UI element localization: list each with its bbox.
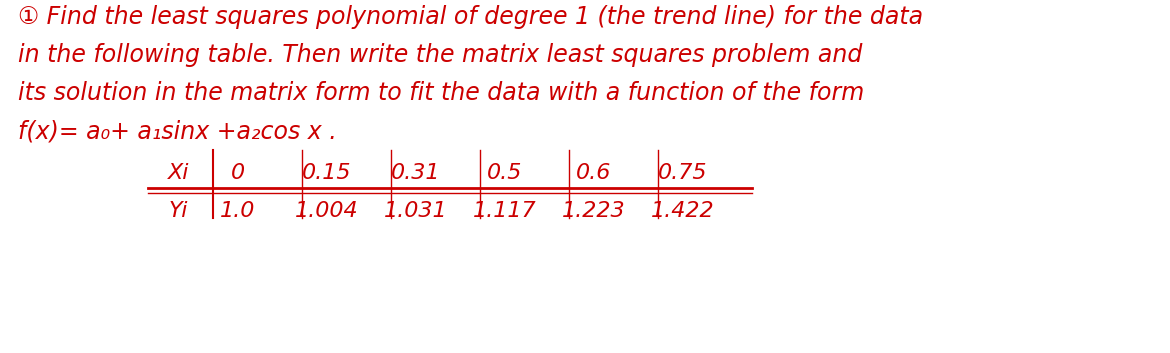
- Text: 0.31: 0.31: [391, 163, 440, 183]
- Text: 0.75: 0.75: [658, 163, 708, 183]
- Text: its solution in the matrix form to fit the data with a function of the form: its solution in the matrix form to fit t…: [18, 81, 865, 105]
- Text: 0: 0: [230, 163, 245, 183]
- Text: in the following table. Then write the matrix least squares problem and: in the following table. Then write the m…: [18, 43, 862, 67]
- Text: f(x)= a₀+ a₁sinx +a₂cos x .: f(x)= a₀+ a₁sinx +a₂cos x .: [18, 119, 337, 143]
- Text: Xi: Xi: [168, 163, 190, 183]
- Text: 1.0: 1.0: [220, 201, 255, 221]
- Text: 1.422: 1.422: [651, 201, 715, 221]
- Text: 1.004: 1.004: [295, 201, 358, 221]
- Text: Yi: Yi: [168, 201, 187, 221]
- Text: 0.5: 0.5: [487, 163, 522, 183]
- Text: 0.6: 0.6: [576, 163, 612, 183]
- Text: 1.223: 1.223: [562, 201, 626, 221]
- Text: ① Find the least squares polynomial of degree 1 (the trend line) for the data: ① Find the least squares polynomial of d…: [18, 5, 923, 29]
- Text: 1.117: 1.117: [473, 201, 536, 221]
- Text: 1.031: 1.031: [384, 201, 447, 221]
- Text: 0.15: 0.15: [302, 163, 351, 183]
